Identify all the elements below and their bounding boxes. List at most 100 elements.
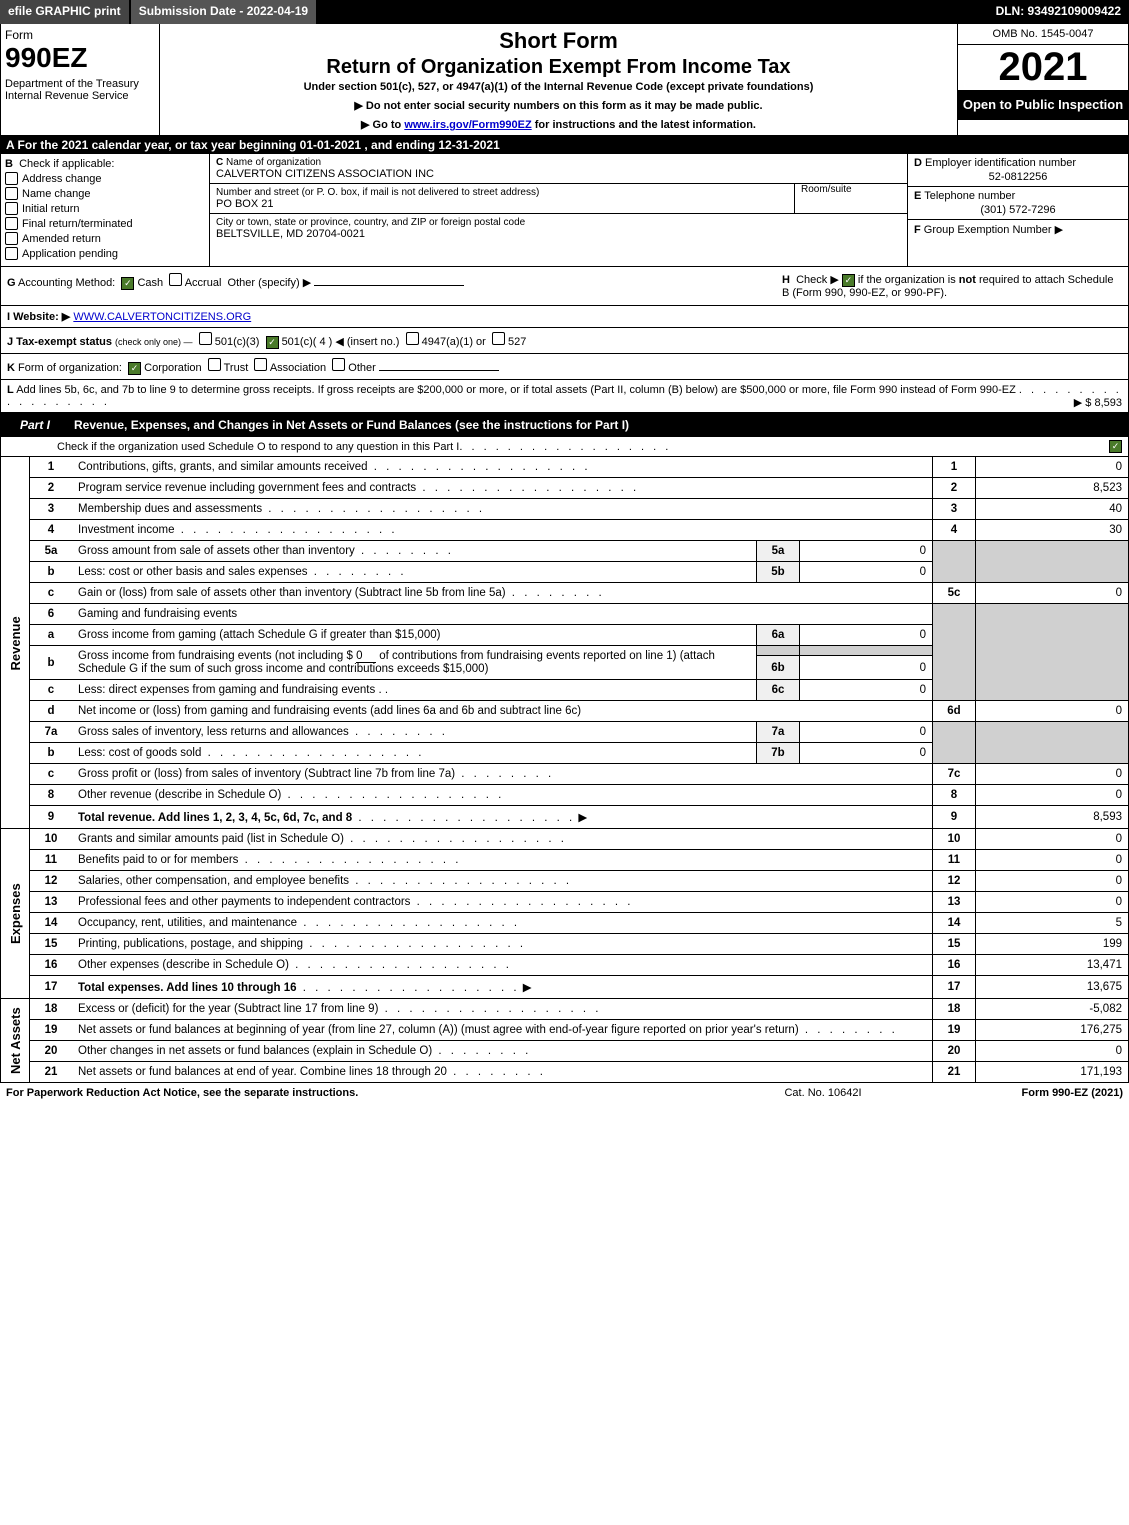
checkbox-schedule-b[interactable]: ✓ bbox=[842, 274, 855, 287]
line-4-box: 4 bbox=[933, 520, 976, 541]
phone-label: Telephone number bbox=[924, 190, 1015, 202]
section-e-label: E bbox=[914, 190, 921, 202]
footer: For Paperwork Reduction Act Notice, see … bbox=[0, 1083, 1129, 1103]
label-name-change: Name change bbox=[22, 188, 91, 200]
line-3: 3 Membership dues and assessments 3 40 bbox=[1, 499, 1129, 520]
h-text2: if the organization is bbox=[858, 274, 959, 286]
checkbox-trust[interactable] bbox=[208, 358, 221, 371]
checkbox-association[interactable] bbox=[254, 358, 267, 371]
top-bar: efile GRAPHIC print Submission Date - 20… bbox=[0, 0, 1129, 24]
line-6c-subval: 0 bbox=[800, 680, 933, 701]
checkbox-other-org[interactable] bbox=[332, 358, 345, 371]
header-left: Form 990EZ Department of the Treasury In… bbox=[1, 24, 160, 135]
line-6c-num: c bbox=[30, 680, 73, 701]
line-5a-num: 5a bbox=[30, 541, 73, 562]
tax-exempt-label: J Tax-exempt status bbox=[7, 336, 112, 348]
schedule-o-text: Check if the organization used Schedule … bbox=[57, 441, 459, 453]
line-8-val: 0 bbox=[976, 785, 1129, 806]
checkbox-final-return[interactable] bbox=[5, 217, 18, 230]
h-check-text: Check ▶ bbox=[796, 274, 839, 286]
other-specify-label: Other (specify) ▶ bbox=[228, 277, 312, 289]
line-9-num: 9 bbox=[30, 806, 73, 829]
checkbox-527[interactable] bbox=[492, 332, 505, 345]
line-5c-desc: Gain or (loss) from sale of assets other… bbox=[78, 587, 605, 599]
line-18-val: -5,082 bbox=[976, 999, 1129, 1020]
line-13-box: 13 bbox=[933, 892, 976, 913]
line-7c-num: c bbox=[30, 764, 73, 785]
checkbox-4947[interactable] bbox=[406, 332, 419, 345]
gross-receipts-value: ▶ $ 8,593 bbox=[1074, 396, 1122, 409]
cash-label: Cash bbox=[137, 277, 163, 289]
line-8-desc: Other revenue (describe in Schedule O) bbox=[78, 789, 504, 801]
header-center: Short Form Return of Organization Exempt… bbox=[160, 24, 957, 135]
line-17-val: 13,675 bbox=[976, 976, 1129, 999]
line-21-desc: Net assets or fund balances at end of ye… bbox=[78, 1066, 546, 1078]
instruction-2: ▶ Go to www.irs.gov/Form990EZ for instru… bbox=[164, 118, 953, 131]
line-15-desc: Printing, publications, postage, and shi… bbox=[78, 938, 526, 950]
line-8-box: 8 bbox=[933, 785, 976, 806]
line-2-val: 8,523 bbox=[976, 478, 1129, 499]
dept-treasury: Department of the Treasury Internal Reve… bbox=[5, 78, 155, 102]
checkbox-501c[interactable]: ✓ bbox=[266, 336, 279, 349]
tax-exempt-note: (check only one) — bbox=[115, 337, 193, 347]
checkbox-501c3[interactable] bbox=[199, 332, 212, 345]
line-19-desc: Net assets or fund balances at beginning… bbox=[78, 1024, 898, 1036]
accounting-method-label: Accounting Method: bbox=[18, 277, 115, 289]
checkbox-initial-return[interactable] bbox=[5, 202, 18, 215]
line-7c-desc: Gross profit or (loss) from sales of inv… bbox=[78, 768, 554, 780]
line-9-val: 8,593 bbox=[976, 806, 1129, 829]
line-17-desc: Total expenses. Add lines 10 through 16 bbox=[78, 982, 297, 994]
line-21: 21 Net assets or fund balances at end of… bbox=[1, 1062, 1129, 1083]
schedule-o-row: Check if the organization used Schedule … bbox=[0, 437, 1129, 457]
checkbox-address-change[interactable] bbox=[5, 172, 18, 185]
line-7b-num: b bbox=[30, 743, 73, 764]
expenses-vertical-label: Expenses bbox=[1, 829, 30, 999]
line-6d: d Net income or (loss) from gaming and f… bbox=[1, 701, 1129, 722]
line-7a-num: 7a bbox=[30, 722, 73, 743]
line-8-num: 8 bbox=[30, 785, 73, 806]
row-g-h: G Accounting Method: ✓ Cash Accrual Othe… bbox=[0, 267, 1129, 306]
checkbox-amended-return[interactable] bbox=[5, 232, 18, 245]
open-public-badge: Open to Public Inspection bbox=[958, 91, 1128, 120]
revenue-table: Revenue 1 Contributions, gifts, grants, … bbox=[0, 457, 1129, 1083]
checkbox-application-pending[interactable] bbox=[5, 247, 18, 260]
section-c: C Name of organization CALVERTON CITIZEN… bbox=[210, 154, 907, 266]
line-1-desc: Contributions, gifts, grants, and simila… bbox=[78, 461, 591, 473]
section-l-label: L bbox=[7, 384, 14, 396]
line-7c-val: 0 bbox=[976, 764, 1129, 785]
line-13: 13 Professional fees and other payments … bbox=[1, 892, 1129, 913]
line-4-val: 30 bbox=[976, 520, 1129, 541]
other-specify-input[interactable] bbox=[314, 285, 464, 286]
short-form-title: Short Form bbox=[164, 28, 953, 54]
line-15: 15 Printing, publications, postage, and … bbox=[1, 934, 1129, 955]
efile-link[interactable]: efile GRAPHIC print bbox=[0, 0, 131, 24]
part-1-title: Revenue, Expenses, and Changes in Net As… bbox=[74, 418, 1121, 432]
row-j: J Tax-exempt status (check only one) — 5… bbox=[0, 328, 1129, 354]
main-title: Return of Organization Exempt From Incom… bbox=[164, 56, 953, 79]
line-7b-sub: 7b bbox=[757, 743, 800, 764]
checkbox-name-change[interactable] bbox=[5, 187, 18, 200]
line-16-desc: Other expenses (describe in Schedule O) bbox=[78, 959, 512, 971]
checkbox-accrual[interactable] bbox=[169, 273, 182, 286]
line-12-val: 0 bbox=[976, 871, 1129, 892]
checkbox-cash[interactable]: ✓ bbox=[121, 277, 134, 290]
line-10: Expenses 10 Grants and similar amounts p… bbox=[1, 829, 1129, 850]
line-12-num: 12 bbox=[30, 871, 73, 892]
line-10-val: 0 bbox=[976, 829, 1129, 850]
form-label: Form bbox=[5, 28, 155, 42]
line-3-val: 40 bbox=[976, 499, 1129, 520]
checkbox-schedule-o[interactable]: ✓ bbox=[1109, 440, 1122, 453]
line-20-box: 20 bbox=[933, 1041, 976, 1062]
website-link[interactable]: WWW.CALVERTONCITIZENS.ORG bbox=[73, 311, 251, 323]
checkbox-corporation[interactable]: ✓ bbox=[128, 362, 141, 375]
other-org-input[interactable] bbox=[379, 370, 499, 371]
irs-link[interactable]: www.irs.gov/Form990EZ bbox=[404, 119, 531, 131]
line-5b-sub: 5b bbox=[757, 562, 800, 583]
ein-value: 52-0812256 bbox=[914, 171, 1122, 183]
line-5c-num: c bbox=[30, 583, 73, 604]
opt-501c3: 501(c)(3) bbox=[215, 336, 260, 348]
line-18-num: 18 bbox=[30, 999, 73, 1020]
line-1-val: 0 bbox=[976, 457, 1129, 478]
line-7c-box: 7c bbox=[933, 764, 976, 785]
line-13-desc: Professional fees and other payments to … bbox=[78, 896, 633, 908]
